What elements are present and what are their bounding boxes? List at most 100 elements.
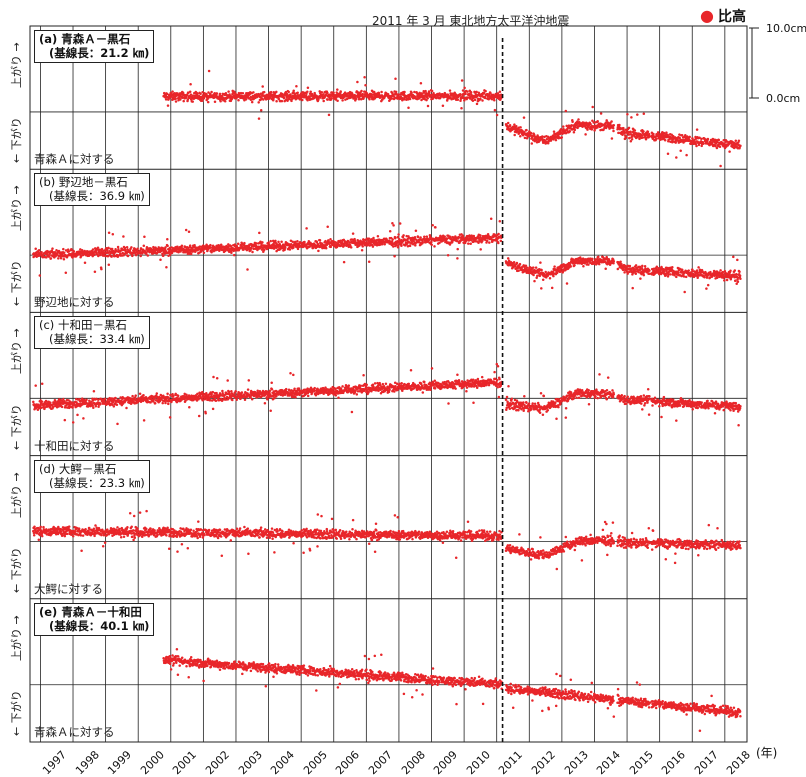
data-point [719,269,722,272]
data-point [189,83,192,86]
data-point [156,392,159,395]
data-point [73,250,76,253]
data-point [209,244,212,247]
data-point [219,93,222,96]
data-point [393,255,396,258]
data-point [361,245,364,248]
data-point [515,125,518,128]
data-point [277,241,280,244]
data-point [341,99,344,102]
data-point [735,139,738,142]
data-point [263,248,266,251]
data-point [143,245,146,248]
data-point [196,393,199,396]
data-point [116,423,119,426]
data-point [652,133,655,136]
data-point [60,257,63,260]
data-point [703,276,706,279]
data-point [203,252,206,255]
data-point [487,233,490,236]
data-point [107,247,110,250]
data-point [82,417,85,420]
data-point [57,257,60,260]
data-point [131,255,134,258]
data-point [687,269,690,272]
data-point [94,270,97,273]
data-point [561,136,564,139]
data-point [494,109,497,112]
data-point [400,244,403,247]
data-point [283,97,286,100]
data-point [292,246,295,249]
data-point [39,274,42,277]
data-point [685,276,688,279]
data-point [464,93,467,96]
data-point [484,97,487,100]
data-point [85,398,88,401]
data-point [104,398,107,401]
data-point [296,91,299,94]
data-point [391,238,394,241]
data-point [93,254,96,257]
data-point [62,248,65,251]
data-point [224,100,227,103]
data-point [328,114,331,117]
data-point [234,390,237,393]
data-point [430,244,433,247]
data-point [165,98,168,101]
data-point [392,245,395,248]
data-point [352,232,355,235]
data-point [675,156,678,159]
data-point [212,391,215,394]
data-point [612,127,615,130]
data-point [562,125,565,128]
data-point [136,247,139,250]
data-point [626,113,629,116]
data-point [591,258,594,261]
data-point [41,400,44,403]
data-point [275,100,278,103]
data-point [336,99,339,102]
data-point [214,100,217,103]
data-point [294,396,297,399]
data-point [41,383,44,386]
data-point [513,134,516,137]
data-point [598,263,601,266]
data-point [523,116,526,119]
data-point [64,419,67,422]
data-point [215,399,218,402]
data-point [716,276,719,279]
data-point [231,399,234,402]
data-point [555,139,558,142]
data-point [395,91,398,94]
data-point [317,250,320,253]
data-point [553,130,556,133]
data-point [497,233,500,236]
data-point [540,287,543,290]
data-point [48,255,51,258]
data-point [72,421,75,424]
data-point [497,242,500,245]
data-point [420,82,423,85]
data-point [201,391,204,394]
data-point [612,130,615,133]
data-point [446,237,449,240]
data-point [343,261,346,264]
data-point [734,269,737,272]
data-point [258,232,261,235]
data-point [427,105,430,108]
data-point [204,412,207,415]
data-point [519,263,522,266]
data-point [552,275,555,278]
data-point [459,93,462,96]
data-point [285,388,288,391]
data-point [110,255,113,258]
data-point [301,99,304,102]
data-point [164,402,167,405]
data-point [667,153,670,156]
data-point [391,222,394,225]
data-point [297,248,300,251]
data-point [97,247,100,250]
data-point [414,236,417,239]
data-point [414,244,417,247]
